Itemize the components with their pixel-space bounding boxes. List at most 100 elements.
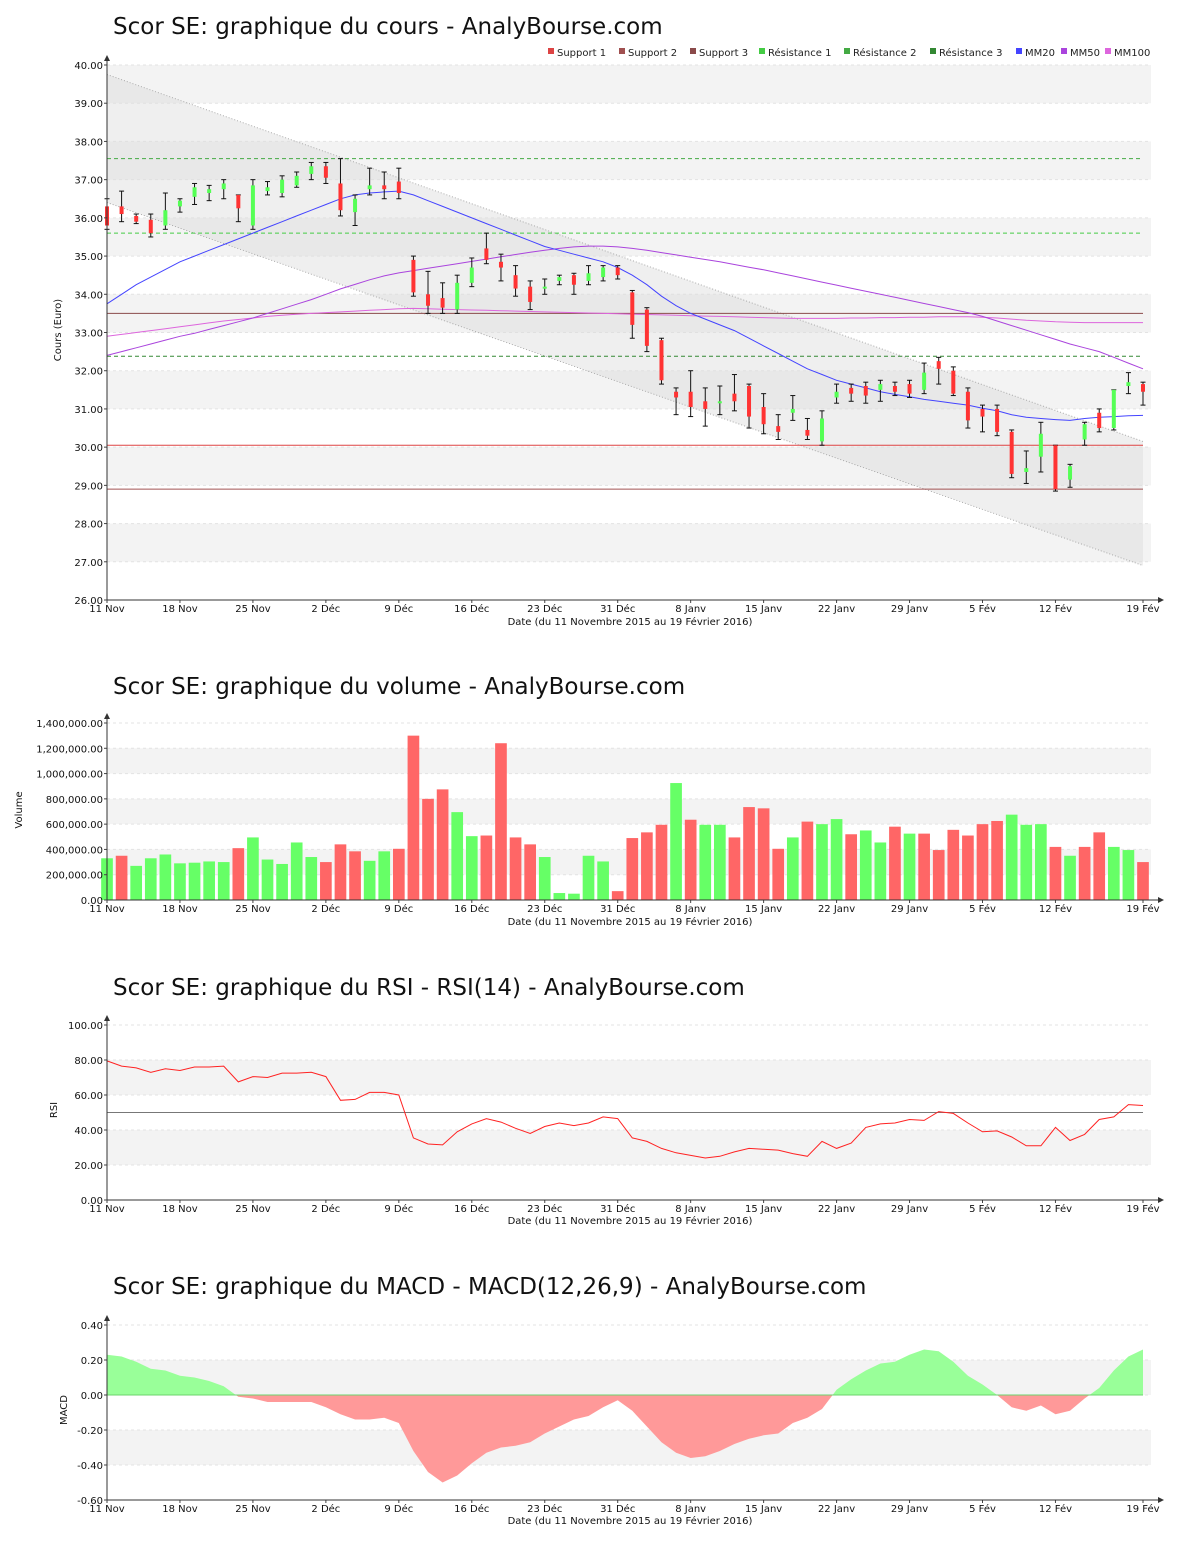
rsi-y-tick-label: 80.00 xyxy=(74,1056,103,1067)
price-y-tick-label: 39.00 xyxy=(74,99,103,110)
candle-body xyxy=(163,210,168,226)
candle xyxy=(440,282,446,314)
candle-body xyxy=(674,391,679,398)
macd-x-tick-label: 25 Nov xyxy=(235,1504,271,1515)
candle-body xyxy=(396,181,401,194)
volume-bar xyxy=(728,837,741,900)
candle-body xyxy=(134,215,139,222)
macd-x-tick-label: 22 Janv xyxy=(818,1504,855,1515)
candle xyxy=(454,274,460,314)
candle xyxy=(119,190,125,223)
price-y-tick-label: 28.00 xyxy=(74,520,103,531)
candle xyxy=(644,307,650,353)
volume-bar xyxy=(582,855,595,900)
price-y-tick-label: 32.00 xyxy=(74,367,103,378)
macd-x-tick-label: 19 Fév xyxy=(1126,1503,1159,1515)
candle xyxy=(513,265,519,297)
price-y-tick-label: 35.00 xyxy=(74,252,103,263)
candle xyxy=(1009,429,1015,479)
volume-y-axis-label: Volume xyxy=(14,791,25,828)
volume-bar xyxy=(334,844,347,900)
rsi-x-tick-label: 11 Nov xyxy=(89,1204,125,1215)
rsi-x-tick-label: 5 Fév xyxy=(969,1203,996,1215)
candle xyxy=(1125,372,1131,395)
rsi-y-axis-arrow xyxy=(104,1015,110,1021)
volume-y-tick-label: 1,200,000.00 xyxy=(36,744,103,755)
price-x-tick-label: 5 Fév xyxy=(969,603,996,615)
candle xyxy=(352,194,358,226)
candle xyxy=(206,184,212,202)
price-x-tick-label: 2 Déc xyxy=(311,603,340,615)
candle-body xyxy=(1097,412,1102,429)
price-y-tick-label: 26.00 xyxy=(74,596,103,607)
price-band xyxy=(107,370,1151,409)
series-marks xyxy=(101,74,1149,1483)
price-y-tick-label: 37.00 xyxy=(74,176,103,187)
price-band xyxy=(107,523,1151,562)
volume-x-tick-label: 19 Fév xyxy=(1126,903,1159,915)
price-y-axis-arrow xyxy=(104,55,110,61)
candle-body xyxy=(819,418,824,442)
candle xyxy=(892,381,898,397)
candle xyxy=(483,232,489,265)
volume-x-tick-label: 11 Nov xyxy=(89,904,125,915)
volume-x-tick-label: 18 Nov xyxy=(162,904,198,915)
candle xyxy=(133,213,139,225)
volume-bar xyxy=(845,834,858,900)
macd-y-tick-label: -0.20 xyxy=(77,1426,103,1437)
volume-bar xyxy=(757,808,770,900)
candle-body xyxy=(440,298,445,308)
rsi-x-tick-label: 22 Janv xyxy=(818,1204,855,1215)
candle xyxy=(1111,389,1117,431)
volume-bar xyxy=(991,820,1003,900)
volume-bar xyxy=(378,851,391,900)
price-x-tick-label: 9 Déc xyxy=(384,603,413,615)
price-y-tick-label: 30.00 xyxy=(74,443,103,454)
candle xyxy=(337,158,343,217)
volume-x-tick-label: 25 Nov xyxy=(235,904,271,915)
candle xyxy=(571,272,577,295)
candle xyxy=(498,253,504,282)
candle xyxy=(323,161,329,184)
candle xyxy=(877,379,883,402)
macd-x-tick-label: 11 Nov xyxy=(89,1504,125,1515)
candle-body xyxy=(630,292,635,325)
candle xyxy=(1023,450,1029,484)
candle xyxy=(586,265,592,286)
axes xyxy=(104,55,1164,1503)
mm20-line xyxy=(106,190,1144,421)
volume-bar xyxy=(451,812,464,900)
candle-body xyxy=(250,185,255,226)
price-x-axis-label: Date (du 11 Novembre 2015 au 19 Février … xyxy=(508,616,753,628)
candle-body xyxy=(338,183,343,211)
macd-x-tick-label: 12 Fév xyxy=(1039,1503,1072,1515)
legend-swatch xyxy=(548,48,554,54)
volume-x-tick-label: 29 Janv xyxy=(891,904,928,915)
macd-y-tick-label: -0.60 xyxy=(77,1496,103,1507)
candle-body xyxy=(980,408,985,417)
candle xyxy=(790,395,796,421)
candle xyxy=(688,370,694,418)
candle xyxy=(615,265,621,280)
candle-body xyxy=(907,384,912,394)
candle-body xyxy=(557,277,562,281)
candle xyxy=(381,171,387,200)
price-x-tick-label: 25 Nov xyxy=(235,604,271,615)
candle-body xyxy=(382,185,387,190)
candle xyxy=(761,393,767,435)
candle xyxy=(717,385,723,416)
candle-body xyxy=(717,401,722,404)
volume-bar xyxy=(495,743,507,900)
legend-swatch xyxy=(1016,48,1022,54)
volume-bar xyxy=(217,862,230,900)
candle xyxy=(1096,408,1102,433)
volume-bar xyxy=(203,861,215,900)
candle-body xyxy=(586,273,591,281)
candle-body xyxy=(863,386,868,396)
candle-body xyxy=(951,370,956,394)
macd-x-tick-label: 29 Janv xyxy=(891,1504,928,1515)
volume-bar xyxy=(465,836,478,900)
candle-body xyxy=(1068,466,1073,480)
rsi-y-tick-label: 60.00 xyxy=(74,1091,103,1102)
candle-body xyxy=(849,387,854,394)
